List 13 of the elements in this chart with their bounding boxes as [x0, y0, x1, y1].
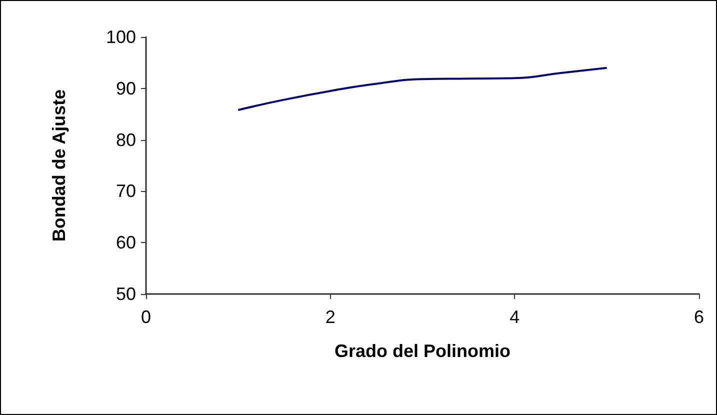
x-tick-label: 4 [510, 307, 520, 327]
y-tick-label: 90 [116, 78, 136, 98]
y-tick-label: 60 [116, 232, 136, 253]
x-tick-label: 0 [140, 307, 152, 327]
x-tick-label: 6 [694, 307, 704, 327]
line-series [237, 66, 608, 111]
x-tick-label: 2 [325, 307, 336, 327]
y-tick-label: 50 [116, 284, 136, 304]
x-axis-title: Grado del Polinomio [334, 341, 511, 361]
y-tick-label: 70 [116, 181, 136, 202]
y-tick-label: 80 [116, 130, 136, 150]
y-tick-label: 100 [106, 27, 136, 47]
y-axis-title: Bondad de Ajuste [49, 89, 69, 242]
